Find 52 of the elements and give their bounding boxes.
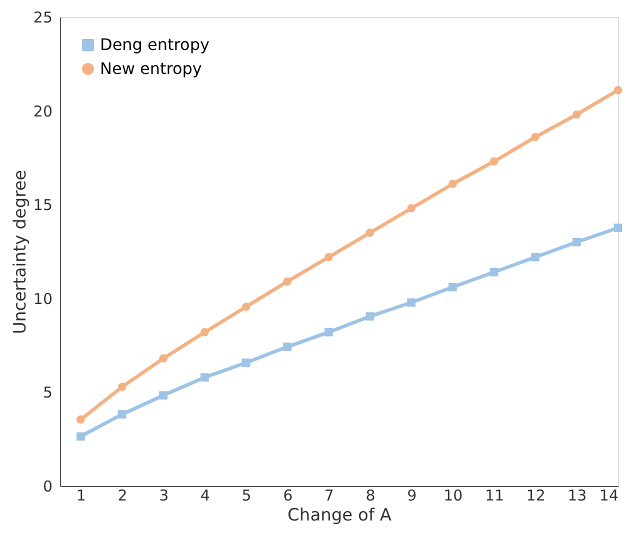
point [76,415,85,424]
point [242,302,250,312]
point [490,157,498,166]
point [159,354,168,363]
point [366,312,374,321]
x-tick-label: 2 [118,486,128,504]
y-axis-title: Uncertainty degree [10,170,30,334]
point [407,298,416,307]
x-tick-label: 8 [366,486,376,504]
point [200,373,209,382]
y-tick-label: 15 [33,196,52,214]
point [118,382,126,392]
point [159,391,168,400]
point [407,204,416,213]
x-tick-label: 14 [599,486,618,504]
x-tick-label: 9 [407,486,417,504]
x-tick-label: 13 [568,486,587,504]
x-tick-label: 5 [242,486,252,504]
point [200,328,209,336]
x-tick-label: 1 [76,486,86,504]
point [118,410,126,419]
point [572,238,581,246]
point [324,252,333,262]
legend-label: Deng entropy [100,35,210,54]
x-tick-label: 10 [444,486,463,504]
legend-label: New entropy [100,59,202,78]
point [531,252,540,262]
point [448,282,457,292]
y-tick-label: 5 [42,384,52,402]
x-tick-label: 7 [324,486,334,504]
point [366,228,374,237]
y-tick-label: 10 [33,290,52,308]
x-tick-label: 12 [526,486,546,504]
y-tick-label: 25 [33,8,52,26]
x-tick-label: 3 [159,486,169,504]
x-axis-title: Change of A [288,506,392,526]
point [614,86,622,94]
x-tick-label: 6 [283,486,293,504]
point [531,132,540,142]
x-tick-label: 4 [200,486,210,504]
point [76,432,85,441]
point [324,328,333,336]
point [283,277,292,286]
y-tick-label: 20 [33,102,52,120]
point [283,342,292,351]
point [614,224,622,232]
point [448,180,457,188]
point [572,110,581,119]
y-tick-label: 0 [42,478,52,496]
point [490,268,498,276]
point [242,358,250,367]
x-tick-label: 11 [484,486,504,504]
